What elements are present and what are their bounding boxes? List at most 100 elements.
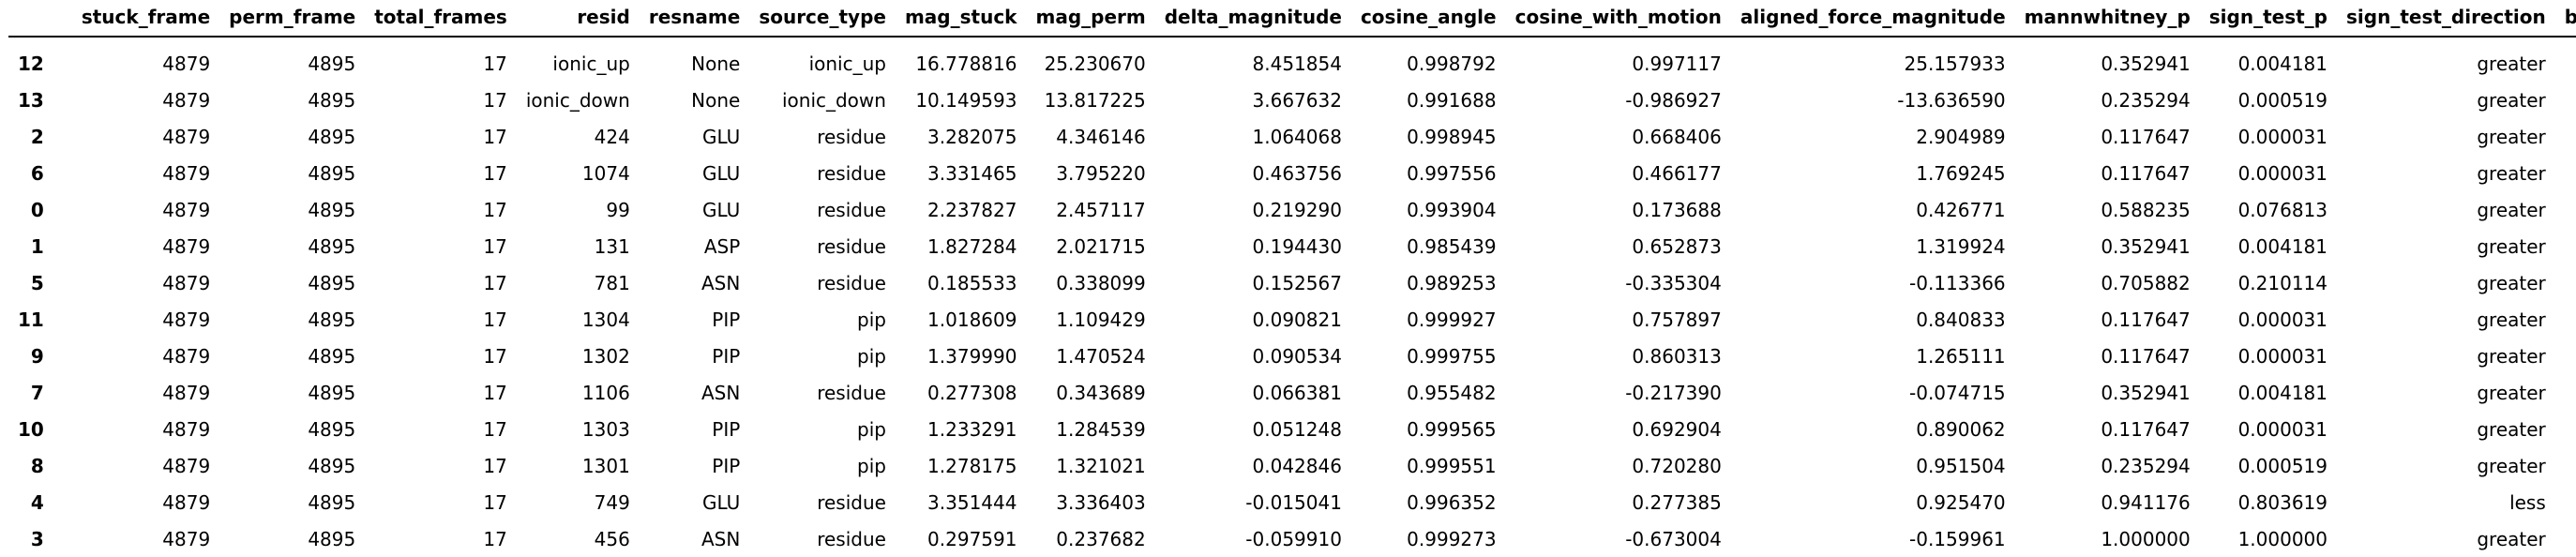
row-index-cell: 7 bbox=[30, 381, 44, 404]
table-cell: 0.941176 bbox=[2101, 490, 2191, 514]
table-cell: 1304 bbox=[581, 308, 630, 331]
table-cell: 4879 bbox=[162, 88, 211, 112]
table-cell: 4895 bbox=[308, 161, 356, 185]
column-header: cosine_with_motion bbox=[1505, 0, 1731, 38]
table-cell: residue bbox=[817, 198, 886, 221]
row-index-cell: 5 bbox=[30, 271, 44, 294]
table-cell: 10.149593 bbox=[915, 88, 1017, 112]
table-cell: 0.338099 bbox=[1056, 271, 1146, 294]
index-column-header bbox=[8, 0, 72, 38]
column-header: boxplot_outlier bbox=[2554, 0, 2576, 38]
row-index-cell: 2 bbox=[30, 125, 44, 148]
table-cell: 1.319924 bbox=[1916, 234, 2006, 258]
table-cell: within range bbox=[2555, 191, 2576, 228]
table-cell: 0.152567 bbox=[1252, 271, 1342, 294]
table-cell: 1.000000 bbox=[2237, 527, 2327, 550]
table-cell: 0.588235 bbox=[2101, 198, 2191, 221]
table-cell: 0.996352 bbox=[1407, 490, 1497, 514]
header-row: stuck_frame perm_frame total_frames resid re… bbox=[8, 0, 2576, 38]
column-header: resid bbox=[516, 0, 640, 38]
table-row: 1 4879 4895 17 131 ASP residue 1.827284 2.021715… bbox=[8, 228, 2576, 264]
table-cell: 0.860313 bbox=[1632, 344, 1722, 368]
table-cell: 4879 bbox=[162, 308, 211, 331]
table-cell: -13.636590 bbox=[1897, 88, 2006, 112]
table-cell: 4879 bbox=[162, 381, 211, 404]
table-cell: 3.667632 bbox=[1252, 88, 1342, 112]
table-cell: 17 bbox=[483, 527, 507, 550]
table-cell: 0.652873 bbox=[1632, 234, 1722, 258]
table-cell: residue bbox=[817, 234, 886, 258]
table-cell: within range bbox=[2555, 520, 2576, 557]
table-cell: within range bbox=[2555, 37, 2576, 82]
table-cell: None bbox=[691, 88, 741, 112]
table-cell: 0.004181 bbox=[2237, 381, 2327, 404]
table-cell: 1.000000 bbox=[2101, 527, 2191, 550]
table-cell: 0.237682 bbox=[1056, 527, 1146, 550]
column-header: resname bbox=[639, 0, 750, 38]
table-cell: 0.277308 bbox=[927, 381, 1017, 404]
table-cell: pip bbox=[857, 417, 886, 441]
row-index-cell: 9 bbox=[30, 344, 44, 368]
table-cell: residue bbox=[817, 271, 886, 294]
table-cell: -0.159961 bbox=[1909, 527, 2006, 550]
table-cell: 4895 bbox=[308, 198, 356, 221]
table-cell: PIP bbox=[712, 344, 741, 368]
table-cell: ASN bbox=[700, 381, 741, 404]
table-cell: 0.194430 bbox=[1252, 234, 1342, 258]
column-header: perm_frame bbox=[219, 0, 366, 38]
table-cell: 0.951504 bbox=[1916, 454, 2006, 477]
table-cell: None bbox=[691, 52, 741, 75]
table-cell: greater bbox=[2477, 198, 2546, 221]
table-cell: 0.997117 bbox=[1632, 52, 1722, 75]
table-cell: 99 bbox=[606, 198, 630, 221]
table-cell: 0.463756 bbox=[1252, 161, 1342, 185]
column-header: aligned_force_magnitude bbox=[1730, 0, 2015, 38]
table-cell: GLU bbox=[702, 490, 741, 514]
table-cell: greater bbox=[2477, 271, 2546, 294]
table-cell: 16.778816 bbox=[915, 52, 1017, 75]
table-cell: ASN bbox=[700, 271, 741, 294]
row-index-cell: 12 bbox=[18, 52, 44, 75]
table-cell: 0.466177 bbox=[1632, 161, 1722, 185]
table-cell: 1.018609 bbox=[927, 308, 1017, 331]
table-cell: ionic_up bbox=[808, 52, 886, 75]
table-row: 13 4879 4895 17 ionic_down None ionic_down 10.1… bbox=[8, 82, 2576, 118]
table-cell: greater bbox=[2477, 527, 2546, 550]
table-cell: 0.090821 bbox=[1252, 308, 1342, 331]
table-row: 6 4879 4895 17 1074 GLU residue 3.331465 3.79522… bbox=[8, 155, 2576, 191]
table-cell: 0.998945 bbox=[1407, 125, 1497, 148]
table-row: 12 4879 4895 17 ionic_up None ionic_up 16.77881… bbox=[8, 37, 2576, 82]
column-header: mag_perm bbox=[1026, 0, 1155, 38]
table-cell: 1106 bbox=[581, 381, 630, 404]
table-row: 5 4879 4895 17 781 ASN residue 0.185533 0.338099… bbox=[8, 264, 2576, 301]
table-cell: 456 bbox=[594, 527, 630, 550]
table-cell: ionic_down bbox=[781, 88, 886, 112]
table-cell: residue bbox=[817, 490, 886, 514]
table-cell: 0.185533 bbox=[927, 271, 1017, 294]
table-cell: greater bbox=[2477, 125, 2546, 148]
table-cell: 0.705882 bbox=[2101, 271, 2191, 294]
table-cell: 0.004181 bbox=[2237, 234, 2327, 258]
column-header: source_type bbox=[749, 0, 896, 38]
table-cell: 0.668406 bbox=[1632, 125, 1722, 148]
table-cell: 3.351444 bbox=[927, 490, 1017, 514]
row-index-cell: 6 bbox=[30, 161, 44, 185]
table-cell: 0.989253 bbox=[1407, 271, 1497, 294]
table-cell: 3.331465 bbox=[927, 161, 1017, 185]
table-cell: 4879 bbox=[162, 52, 211, 75]
table-cell: 4879 bbox=[162, 234, 211, 258]
table-cell: 17 bbox=[483, 454, 507, 477]
table-cell: 0.999927 bbox=[1407, 308, 1497, 331]
row-index-cell: 13 bbox=[18, 88, 44, 112]
table-cell: 424 bbox=[594, 125, 630, 148]
table-cell: greater bbox=[2477, 52, 2546, 75]
table-cell: 0.991688 bbox=[1407, 88, 1497, 112]
row-index-cell: 11 bbox=[18, 308, 44, 331]
table-cell: GLU bbox=[702, 125, 741, 148]
table-header: stuck_frame perm_frame total_frames resid re… bbox=[8, 0, 2576, 38]
table-row: 0 4879 4895 17 99 GLU residue 2.237827 2.457117 0… bbox=[8, 191, 2576, 228]
table-cell: within range bbox=[2555, 264, 2576, 301]
table-cell: 4879 bbox=[162, 198, 211, 221]
column-header: sign_test_direction bbox=[2337, 0, 2555, 38]
table-cell: mild outlier bbox=[2555, 301, 2576, 338]
